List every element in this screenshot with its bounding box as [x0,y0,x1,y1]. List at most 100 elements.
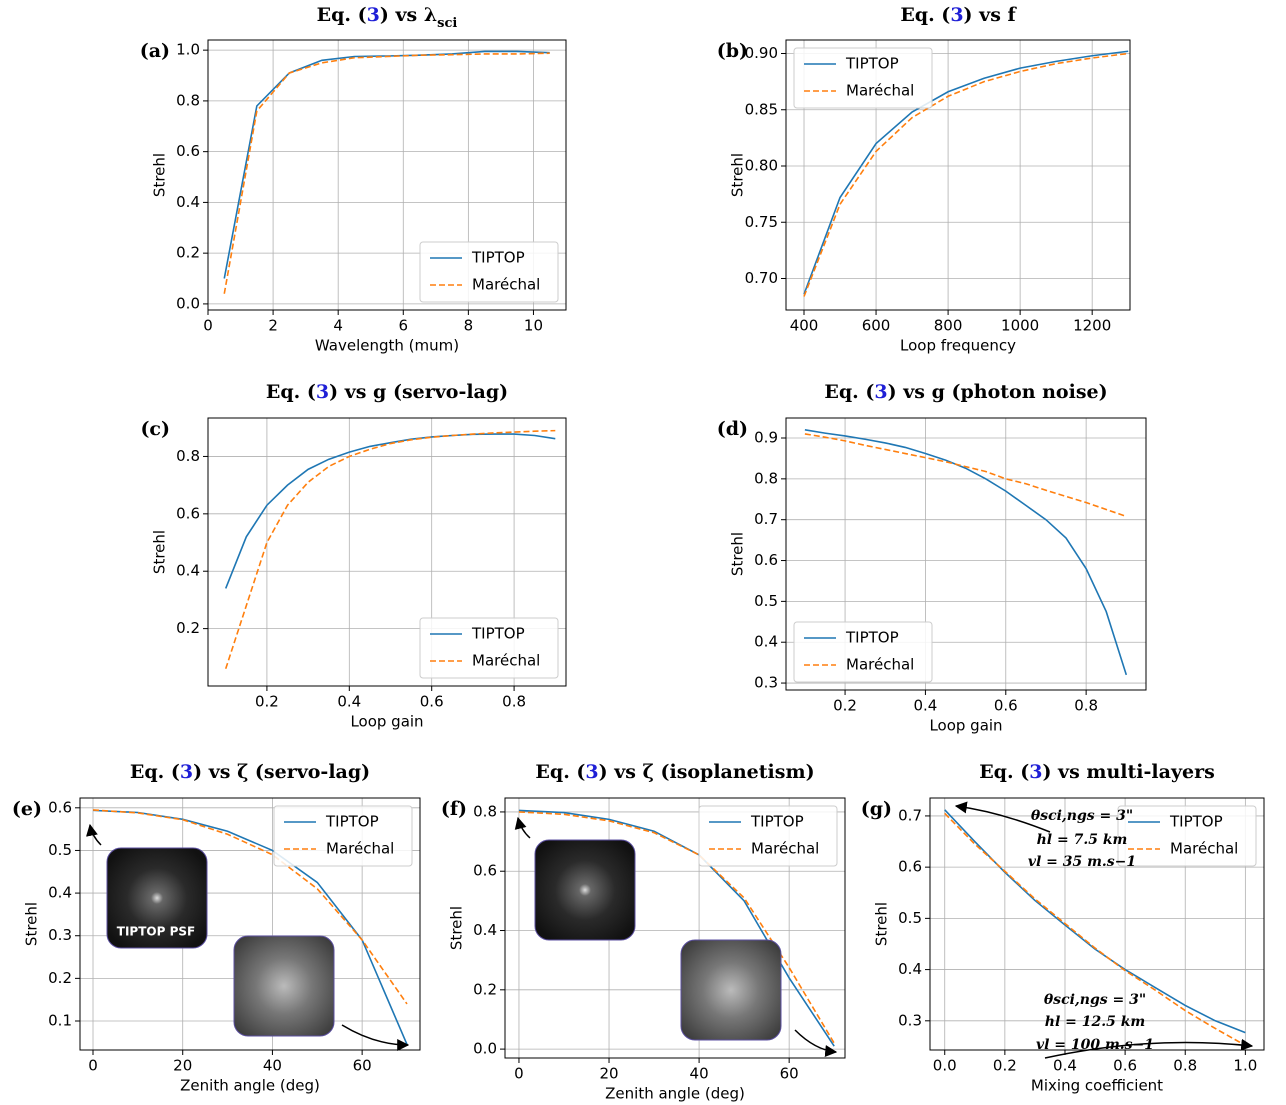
x-axis-label: Zenith angle (deg) [605,1085,745,1103]
y-tick-label: 0.4 [473,921,497,939]
x-tick-label: 60 [353,1057,372,1075]
annotation: vl = 100 m.s−1 [1036,1037,1154,1053]
panel-label: (b) [717,40,748,62]
chart: Eq. (3) vs f (b) 400 600 800 1000 1200 0.70 0.75… [717,4,1131,355]
y-tick-label: 0.2 [176,619,200,637]
chart: Eq. (3) vs multi-layers (g) 0.0 0.2 0.4 0.6 0.… [861,761,1265,1095]
chart-title: Eq. (3) vs λsci [317,4,458,31]
title-part: ) vs f [964,4,1018,26]
y-tick-label: 0.2 [176,244,200,262]
y-tick-label: 0.4 [48,884,72,902]
title-part: Eq. ( [979,761,1029,783]
y-tick-label: 0.1 [48,1012,72,1030]
chart: Eq. (3) vs g (servo-lag) (c) 0.2 0.4 0.6 0.8 0… [140,381,567,731]
chart-title: Eq. (3) vs ζ (servo-lag) [130,761,370,783]
y-tick-label: 0.5 [754,592,778,610]
y-tick-label: 0.5 [898,909,922,927]
x-tick-label: 40 [263,1057,282,1075]
series-line [803,50,1129,295]
title-part: Eq. ( [266,381,316,403]
arrow [514,816,531,839]
title-part: 3 [316,381,329,403]
y-tick-label: 0.2 [48,969,72,987]
x-tick-label: 20 [173,1057,192,1075]
x-tick-label: 8 [464,317,474,335]
title-part: 3 [1029,761,1042,783]
x-tick-label: 0.4 [1053,1057,1077,1075]
x-tick-label: 4 [333,317,343,335]
y-tick-label: 0.0 [473,1040,497,1058]
y-tick-label: 0.3 [898,1011,922,1029]
x-tick-label: 0 [203,317,213,335]
axes-frame [207,39,567,311]
legend-label: TIPTOP [325,813,379,831]
y-axis-label: Strehl [151,153,169,197]
x-tick-label: 0.6 [994,697,1018,715]
y-axis-label: Strehl [448,906,466,950]
axes-frame [785,417,1147,691]
x-tick-label: 0.6 [1113,1057,1137,1075]
title-part: 3 [874,381,887,403]
x-tick-label: 0.6 [420,693,444,711]
y-tick-label: 0.6 [473,862,497,880]
legend-label: TIPTOP [845,55,899,73]
legend-label: Maréchal [472,276,540,294]
legend-label: TIPTOP [750,813,804,831]
y-axis-label: Strehl [23,902,41,946]
x-tick-label: 1.0 [1233,1057,1257,1075]
legend-label: Maréchal [846,82,914,100]
x-axis-label: Loop gain [929,717,1002,735]
y-tick-label: 0.3 [754,674,778,692]
y-tick-label: 0.6 [754,551,778,569]
title-part: 3 [585,761,598,783]
axes-frame [79,797,421,1051]
y-tick-label: 0.8 [176,91,200,109]
series-line [944,812,1246,1047]
arrow [341,1024,410,1051]
y-tick-label: 0.6 [176,142,200,160]
x-tick-label: 1200 [1073,317,1111,335]
insets [86,801,1254,1059]
legend-box [793,621,933,683]
title-part: Eq. ( [130,761,180,783]
y-tick-label: 0.5 [48,841,72,859]
y-tick-label: 0.6 [176,504,200,522]
legend-label: Maréchal [472,652,540,670]
x-tick-label: 0 [88,1057,98,1075]
y-tick-label: 0.8 [473,802,497,820]
x-tick-label: 0.2 [833,697,857,715]
title-part: Eq. ( [900,4,950,26]
title-part: Eq. ( [317,4,367,26]
legend: TIPTOP Maréchal [793,47,933,109]
annotation: TIPTOP PSF [117,925,195,939]
legend: TIPTOP Maréchal [419,617,559,679]
x-tick-label: 0.8 [1074,697,1098,715]
arrow [86,823,102,846]
series-line [224,433,556,589]
chart-title: Eq. (3) vs g (photon noise) [824,381,1107,403]
series-line [92,809,408,1005]
annotation: θsci,ngs = 3" [1031,808,1133,824]
legend-label: TIPTOP [471,625,525,643]
legend-label: TIPTOP [471,249,525,267]
x-tick-label: 0.4 [913,697,937,715]
annotation: hl = 12.5 km [1045,1014,1145,1030]
legend: TIPTOP Maréchal [273,805,413,867]
y-axis-label: Strehl [873,902,891,946]
legend-label: Maréchal [1170,840,1238,858]
x-tick-label: 0.8 [1173,1057,1197,1075]
x-axis-label: Zenith angle (deg) [180,1077,320,1095]
series-line [224,429,556,670]
charts: Eq. (3) vs λsci(a)0 2 4 6 8 100.00.20.40.60.8… [12,4,1265,1103]
title-part: ) vs g (photon noise) [888,381,1108,403]
panel-label: (g) [861,798,892,820]
chart: Eq. (3) vs g (photon noise) (d) 0.2 0.4 0.6 0… [717,381,1147,735]
x-axis-label: Loop gain [350,713,423,731]
y-tick-label: 0.80 [745,157,778,175]
panel-label: (d) [717,418,748,440]
y-tick-label: 0.4 [754,633,778,651]
annotation: hl = 7.5 km [1037,832,1128,848]
panel-label: (c) [140,418,170,440]
series-line [944,809,1246,1034]
